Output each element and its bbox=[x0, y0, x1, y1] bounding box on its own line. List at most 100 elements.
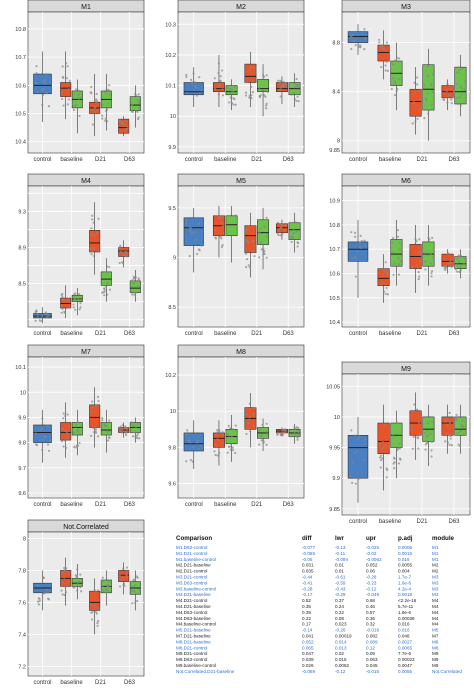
table-cell: M3 bbox=[432, 580, 439, 585]
data-point bbox=[104, 117, 107, 120]
data-point bbox=[125, 574, 128, 577]
data-point bbox=[354, 451, 357, 455]
data-point bbox=[384, 271, 387, 274]
data-point bbox=[397, 447, 400, 450]
data-point bbox=[213, 87, 217, 90]
data-point bbox=[214, 236, 217, 239]
data-point bbox=[456, 263, 459, 266]
data-point bbox=[425, 435, 429, 438]
data-point bbox=[281, 232, 284, 236]
data-point bbox=[459, 255, 462, 258]
data-point bbox=[226, 451, 229, 454]
table-cell: M9.D21-control bbox=[176, 651, 207, 656]
data-point bbox=[219, 79, 222, 82]
table-cell: 0.32 bbox=[366, 622, 375, 627]
data-point bbox=[216, 454, 219, 457]
table-row: M4.baseline-control 0.17 0.023 0.32 0.016 M4 bbox=[176, 622, 439, 627]
x-tick-label: control bbox=[349, 519, 367, 525]
box-d63-left bbox=[441, 79, 454, 111]
data-point bbox=[393, 467, 396, 470]
box-baseline-right bbox=[225, 205, 238, 263]
data-point bbox=[133, 578, 136, 581]
table-cell: -0.05 bbox=[302, 557, 313, 562]
data-point bbox=[292, 92, 295, 95]
data-point bbox=[296, 95, 299, 98]
box-d63-right bbox=[129, 270, 141, 302]
data-point bbox=[67, 298, 70, 301]
data-point bbox=[61, 75, 64, 78]
data-point bbox=[398, 78, 401, 81]
data-point bbox=[91, 400, 94, 403]
data-point bbox=[96, 589, 100, 592]
data-point bbox=[416, 437, 420, 440]
data-point bbox=[357, 477, 360, 480]
x-tick-label: baseline bbox=[379, 157, 402, 163]
data-point bbox=[96, 621, 99, 625]
data-point bbox=[61, 296, 64, 299]
data-point bbox=[221, 243, 224, 247]
table-row: M4.D63-control 0.39 0.22 0.57 1.9e-6 M4 bbox=[176, 610, 439, 615]
table-cell: 0.0005 bbox=[398, 545, 412, 550]
table-cell: M3.D63-control bbox=[176, 580, 207, 585]
data-point bbox=[380, 65, 383, 69]
box-d21-right bbox=[422, 224, 435, 286]
table-cell: 0.052 bbox=[366, 563, 378, 568]
box-control bbox=[33, 570, 52, 611]
box-body bbox=[347, 435, 369, 479]
data-point bbox=[74, 574, 77, 577]
data-point bbox=[392, 236, 395, 240]
data-point bbox=[79, 573, 82, 576]
data-point bbox=[92, 123, 95, 126]
table-cell: 0.023 bbox=[335, 622, 347, 627]
data-point bbox=[448, 433, 451, 436]
panel-title: M3 bbox=[401, 4, 411, 11]
table-cell: <2.2e-16 bbox=[398, 598, 417, 603]
data-point bbox=[96, 395, 100, 399]
table-header: diff bbox=[302, 535, 313, 542]
data-point bbox=[73, 104, 77, 108]
data-point bbox=[265, 235, 269, 238]
table-row: M3.D21-control -0.44 -0.61 -0.28 1.7e-7 M3 bbox=[176, 575, 439, 580]
data-point bbox=[193, 231, 196, 234]
data-point bbox=[95, 92, 98, 96]
data-point bbox=[44, 79, 47, 82]
box-baseline-left bbox=[212, 420, 225, 466]
data-point bbox=[73, 445, 76, 449]
data-point bbox=[363, 438, 366, 441]
data-point bbox=[357, 43, 360, 46]
y-tick-label: 10.5 bbox=[329, 296, 340, 302]
data-point bbox=[245, 432, 248, 436]
data-point bbox=[383, 47, 386, 51]
x-tick-label: baseline bbox=[60, 680, 83, 686]
box-body bbox=[377, 422, 390, 454]
data-point bbox=[397, 273, 401, 276]
table-cell: 0.36 bbox=[366, 616, 375, 621]
data-point bbox=[197, 448, 200, 451]
y-tick-label: 10.7 bbox=[329, 247, 340, 253]
data-point bbox=[297, 430, 300, 433]
data-point bbox=[79, 590, 83, 593]
data-point bbox=[68, 432, 71, 436]
data-point bbox=[124, 426, 127, 429]
data-point bbox=[217, 62, 220, 65]
data-point bbox=[65, 437, 69, 440]
data-point bbox=[253, 70, 256, 74]
box-control bbox=[347, 416, 369, 503]
data-point bbox=[61, 593, 64, 596]
box-d21-left bbox=[244, 212, 257, 278]
data-point bbox=[354, 275, 357, 278]
data-point bbox=[226, 85, 229, 88]
data-point bbox=[138, 588, 141, 591]
data-point bbox=[284, 429, 287, 432]
table-cell: 1.6e-6 bbox=[398, 580, 411, 585]
data-point bbox=[430, 272, 433, 275]
box-baseline-left bbox=[60, 557, 72, 606]
data-point bbox=[457, 255, 460, 259]
box-baseline-left bbox=[60, 51, 72, 120]
data-point bbox=[444, 420, 447, 424]
data-point bbox=[414, 90, 417, 93]
data-point bbox=[417, 277, 420, 281]
table-cell: M9.D63-control bbox=[176, 657, 207, 662]
data-point bbox=[282, 80, 285, 84]
data-point bbox=[62, 445, 65, 448]
